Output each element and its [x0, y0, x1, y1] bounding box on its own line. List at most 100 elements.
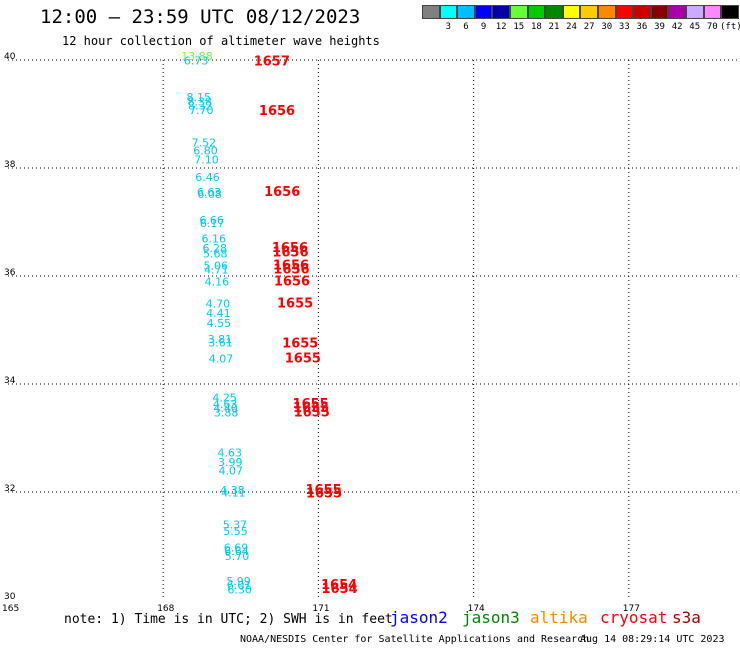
color-scale-label: 3: [445, 22, 452, 32]
color-scale-label: 12: [495, 22, 507, 32]
color-swatch: [439, 5, 458, 19]
color-swatch: [527, 5, 546, 19]
color-scale-label: 30: [601, 22, 613, 32]
color-swatch: [545, 5, 563, 19]
legend-cryosat: cryosat: [600, 608, 668, 627]
swh-value-label: 7.70: [189, 104, 214, 117]
generation-timestamp: Aug 14 08:29:14 UTC 2023: [580, 634, 725, 645]
color-scale-label: 70: [706, 22, 718, 32]
time-label: 1655: [277, 296, 313, 311]
color-scale-cell: 33: [615, 5, 634, 32]
color-scale-label: 9: [480, 22, 487, 32]
time-label: 1654: [322, 582, 358, 597]
swh-value-label: 4.07: [219, 465, 244, 478]
swh-value-label: 6.80: [193, 145, 218, 158]
swh-value-label: 7.10: [194, 154, 219, 167]
time-label: 1656: [273, 262, 309, 277]
time-label: 1655: [293, 397, 329, 412]
color-scale-label: 18: [530, 22, 542, 32]
color-swatch: [562, 5, 581, 19]
color-scale-cell: 12: [492, 5, 510, 32]
swh-value-label: 4.41: [206, 307, 231, 320]
color-swatch: [492, 5, 510, 19]
swh-value-label: 6.28: [203, 242, 228, 255]
color-swatch: [650, 5, 669, 19]
time-label: 1656: [272, 246, 308, 261]
y-tick-label: 30: [4, 592, 16, 602]
swh-value-label: 8.38: [188, 95, 213, 108]
swh-value-label: 4.63: [213, 398, 238, 411]
swh-value-label: 6.64: [224, 545, 249, 558]
swh-value-label: 5.37: [223, 519, 248, 532]
legend-jason2: jason2: [390, 608, 448, 627]
color-scale-cell: 15: [509, 5, 528, 32]
footer-note: note: 1) Time is in UTC; 2) SWH is in fe…: [64, 612, 393, 627]
chart-title: 12:00 – 23:59 UTC 08/12/2023: [40, 6, 361, 28]
color-scale-label: 24: [566, 22, 577, 32]
swh-value-label: 7.52: [192, 136, 217, 149]
color-scale-cell: 45: [685, 5, 704, 32]
y-tick-label: 40: [4, 52, 16, 62]
time-label: 1655: [282, 336, 318, 351]
swh-value-label: 4.55: [207, 317, 232, 330]
swh-value-label: 6.73: [184, 54, 209, 67]
color-scale-label: 15: [513, 22, 525, 32]
swh-value-label: 8.15: [186, 91, 211, 104]
color-scale-label: 39: [654, 22, 665, 32]
swh-value-label: 6.66: [199, 214, 224, 227]
color-scale-label: 36: [636, 22, 648, 32]
y-tick-label: 34: [4, 376, 16, 386]
swh-value-label: 3.88: [214, 406, 239, 419]
color-scale-unit: (ft): [720, 22, 740, 32]
color-scale-cell: 70: [703, 5, 722, 32]
swh-value-label: 13.88: [181, 50, 213, 63]
color-swatch: [615, 5, 634, 19]
swh-value-label: 5.06: [204, 260, 229, 273]
swh-value-label: 4.38: [220, 484, 245, 497]
time-label: 1654: [321, 578, 357, 593]
y-tick-label: 32: [4, 484, 15, 494]
color-scale-cell: 27: [580, 5, 598, 32]
swh-value-label: 3.99: [218, 456, 243, 469]
legend-s3a: s3a: [672, 608, 701, 627]
x-tick-label: 177: [623, 604, 640, 614]
time-label: 1657: [254, 54, 290, 69]
swh-value-label: 3.81: [208, 333, 233, 346]
color-scale-cell: [422, 5, 440, 32]
legend-altika: altika: [530, 608, 588, 627]
color-scale-cell: 3: [439, 5, 458, 32]
time-label: 1655: [305, 483, 341, 498]
swh-value-label: 6.69: [224, 541, 249, 554]
y-tick-label: 38: [4, 160, 16, 170]
time-label: 1656: [259, 104, 295, 119]
time-label: 1655: [285, 351, 321, 366]
swh-value-label: 6.63: [197, 186, 222, 199]
chart-subtitle: 12 hour collection of altimeter wave hei…: [62, 34, 380, 48]
time-label: 1656: [274, 275, 310, 290]
legend-jason3: jason3: [462, 608, 520, 627]
swh-value-label: 4.11: [221, 486, 246, 499]
color-scale-label: 42: [671, 22, 683, 32]
swh-value-label: 4.25: [212, 391, 237, 404]
time-label: 1656: [272, 241, 308, 256]
swh-value-label: 6.08: [197, 188, 222, 201]
color-scale-cell: [721, 5, 739, 32]
color-swatch: [668, 5, 686, 19]
color-swatch: [509, 5, 528, 19]
color-swatch: [597, 5, 616, 19]
color-scale-label: 45: [689, 22, 701, 32]
color-scale-label: 27: [583, 22, 595, 32]
x-tick-label: 168: [157, 604, 174, 614]
time-label: 1655: [293, 401, 329, 416]
swh-value-label: 6.17: [200, 217, 225, 230]
time-label: 1656: [264, 185, 300, 200]
swh-value-label: 5.70: [225, 550, 250, 563]
swh-value-label: 4.71: [204, 263, 229, 276]
swh-value-label: 8.32: [188, 100, 213, 113]
swh-value-label: 4.63: [218, 446, 243, 459]
color-scale-label: 33: [618, 22, 630, 32]
swh-value-label: 5.55: [223, 525, 248, 538]
color-swatch: [685, 5, 704, 19]
color-scale-cell: 9: [474, 5, 493, 32]
